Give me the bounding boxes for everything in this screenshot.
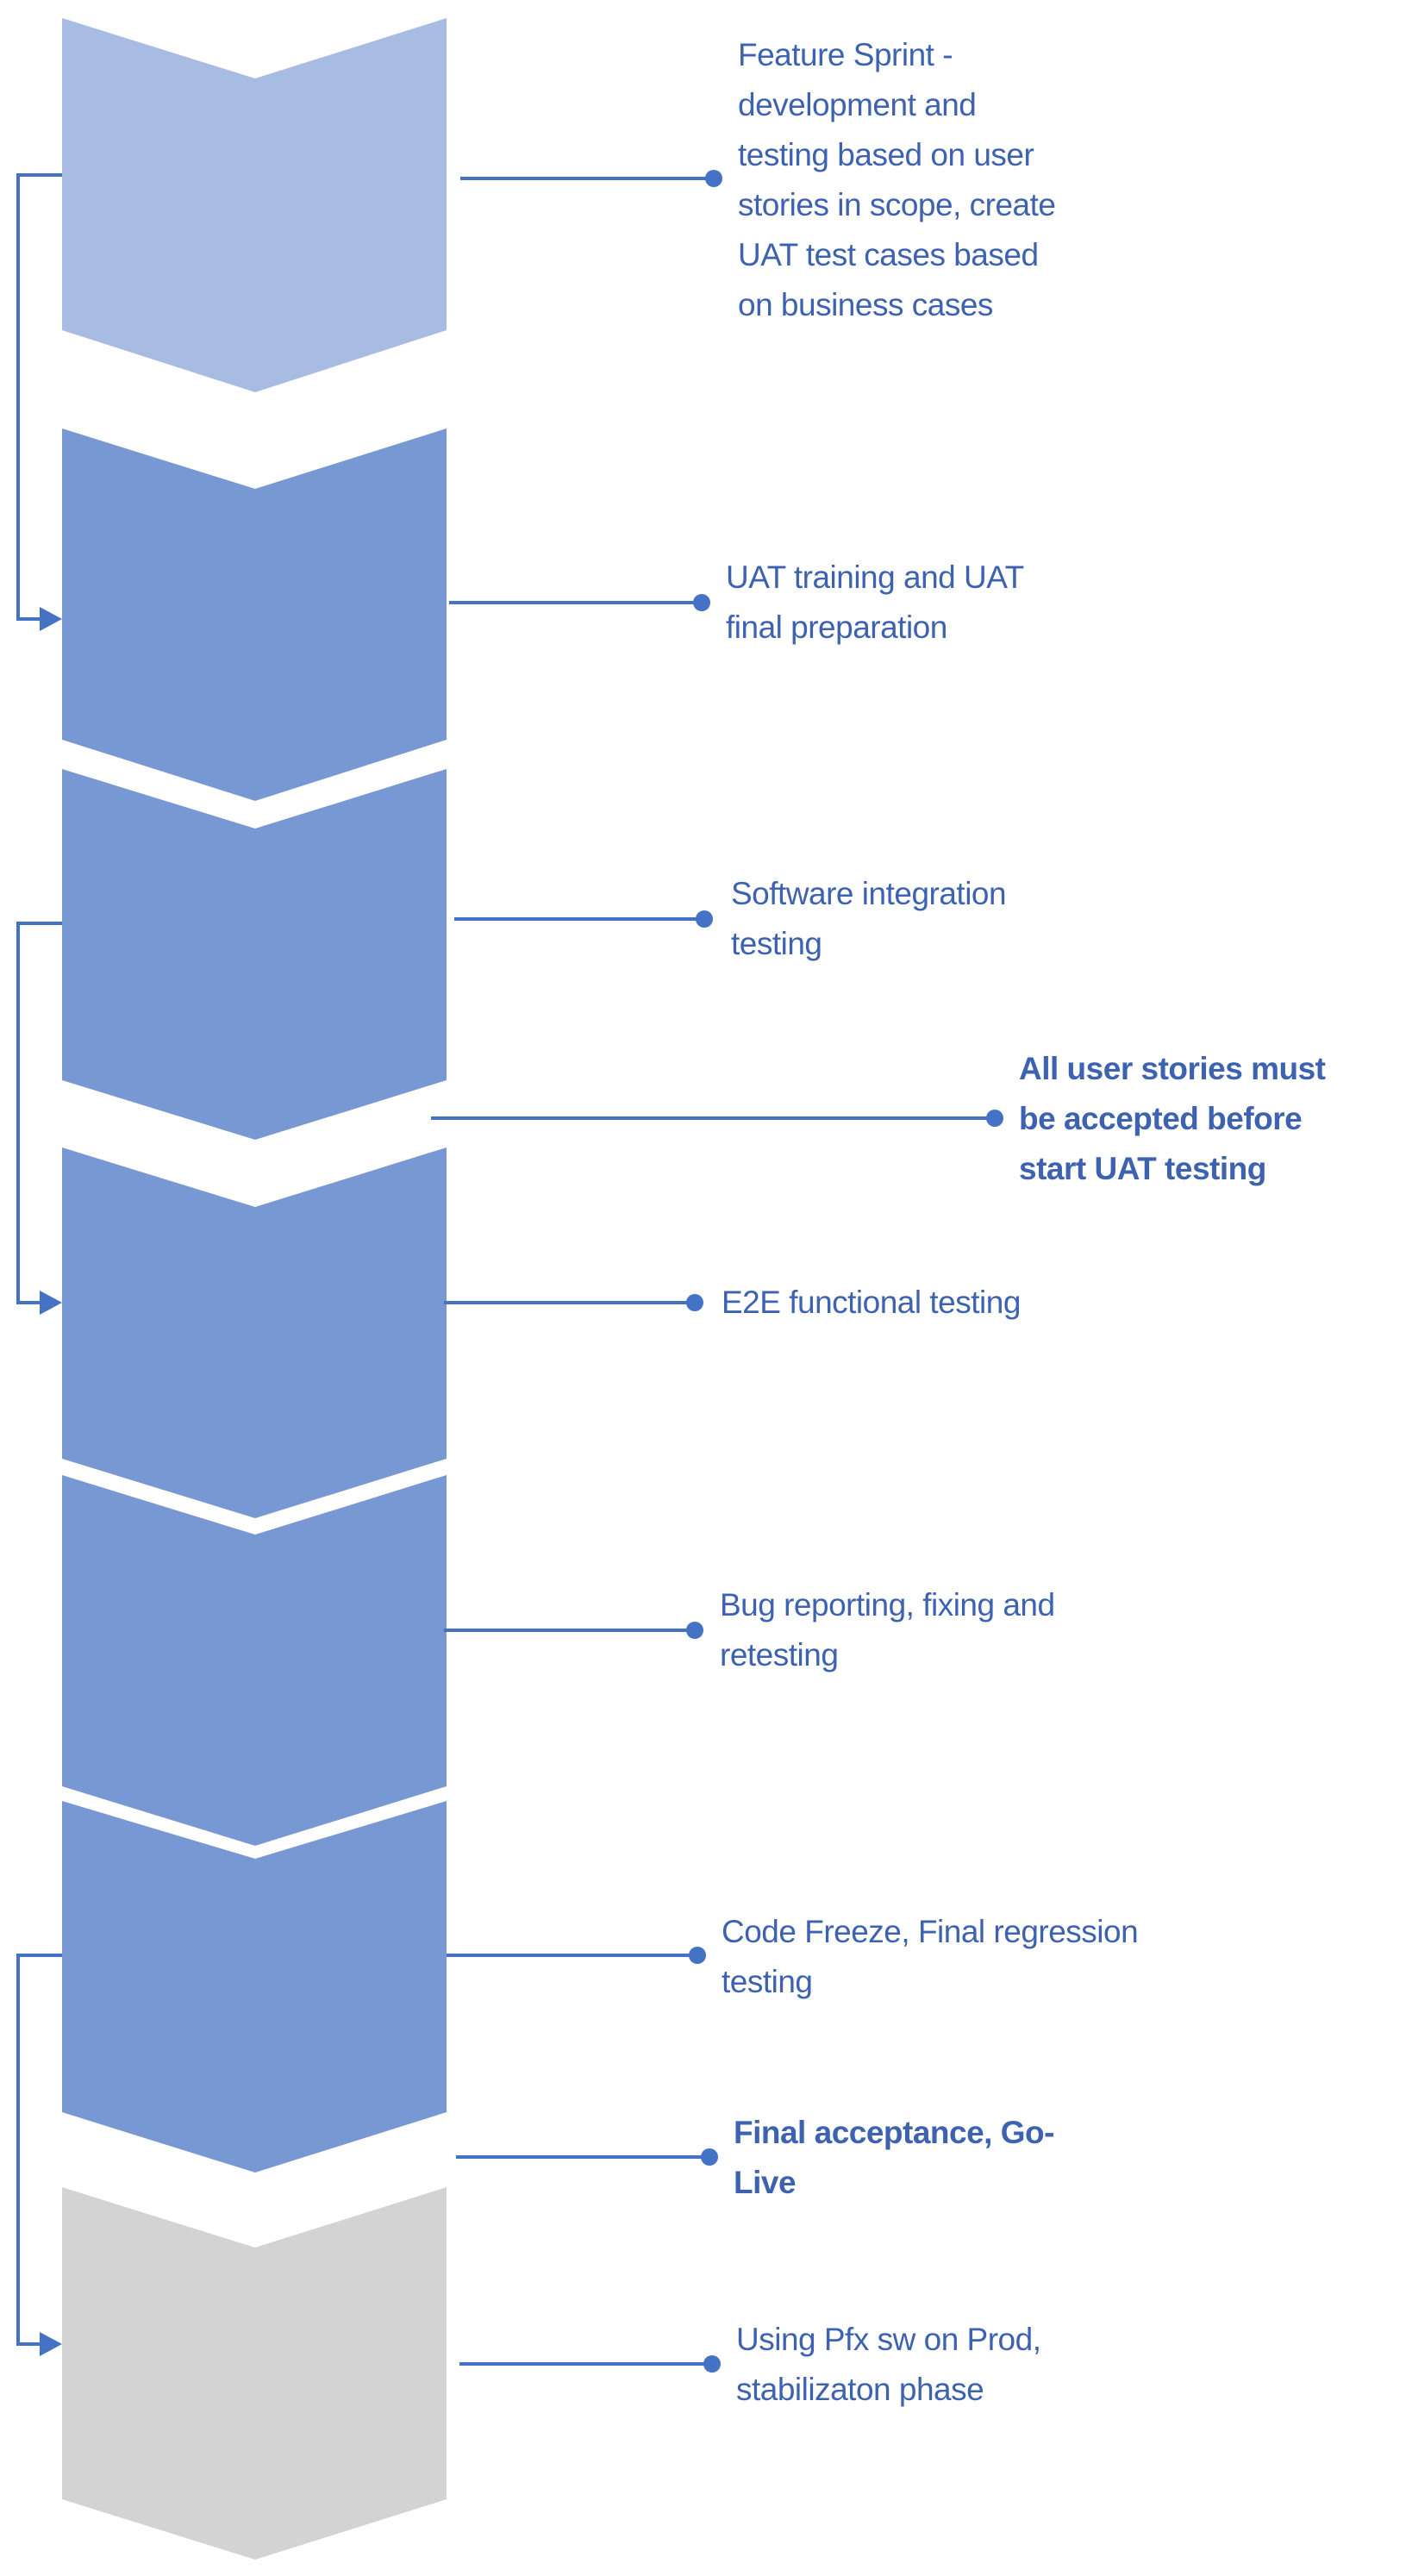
label-line: retesting	[720, 1637, 839, 1673]
phase-label: Code Freeze, Final regression testing	[722, 1907, 1139, 2007]
connector-dot	[689, 1947, 706, 1964]
label-line: Feature Sprint -	[738, 37, 953, 72]
phase-label: Software integration testing	[731, 869, 1007, 969]
arrowhead-icon	[40, 607, 62, 631]
label-line: testing based on user	[738, 137, 1034, 172]
connector-dot	[693, 594, 710, 611]
arrowhead-icon	[40, 2332, 62, 2356]
phase-label: Final acceptance, Go- Live	[734, 2108, 1054, 2208]
label-line: testing	[722, 1964, 813, 1999]
label-line: UAT training and UAT	[726, 560, 1024, 595]
label-line: Using Pfx sw on Prod,	[736, 2322, 1041, 2357]
phase-label: Using Pfx sw on Prod, stabilizaton phase	[736, 2315, 1041, 2415]
connector-dot	[703, 2355, 721, 2373]
phase-chevron-6	[62, 1801, 447, 2173]
label-line: Code Freeze, Final regression	[722, 1914, 1139, 1949]
label-line: final preparation	[726, 610, 947, 645]
label-line: start UAT testing	[1019, 1151, 1266, 1186]
connector-dot	[705, 170, 722, 187]
label-line: Final acceptance, Go-	[734, 2115, 1054, 2150]
phase-chevron-1	[62, 18, 447, 392]
label-line: development and	[738, 87, 977, 122]
label-line: UAT test cases based	[738, 237, 1039, 272]
arrowhead-icon	[40, 1291, 62, 1315]
label-line: Software integration	[731, 876, 1007, 911]
phase-chevron-5	[62, 1475, 447, 1846]
label-line: on business cases	[738, 287, 993, 322]
phase-label: All user stories must be accepted before s…	[1019, 1044, 1326, 1194]
label-line: stabilizaton phase	[736, 2372, 984, 2407]
connector-dot	[686, 1622, 703, 1639]
phase-chevron-2	[62, 428, 447, 801]
loop-arrow-line	[16, 173, 62, 621]
phase-label: E2E functional testing	[722, 1278, 1021, 1328]
phase-label: UAT training and UAT final preparation	[726, 553, 1024, 653]
label-line: All user stories must	[1019, 1051, 1326, 1086]
label-line: stories in scope, create	[738, 187, 1056, 222]
phase-label: Bug reporting, fixing and retesting	[720, 1580, 1055, 1680]
label-line: be accepted before	[1019, 1101, 1303, 1136]
connector-dot	[696, 910, 713, 928]
loop-arrow-line	[16, 922, 62, 1304]
phase-chevron-4	[62, 1147, 447, 1518]
label-line: Bug reporting, fixing and	[720, 1587, 1055, 1623]
loop-arrow-line	[16, 1954, 62, 2346]
connector-dot	[986, 1110, 1003, 1127]
label-line: E2E functional testing	[722, 1285, 1021, 1320]
connector-dot	[686, 1294, 703, 1311]
label-line: Live	[734, 2165, 797, 2200]
phase-chevron-3	[62, 769, 447, 1140]
phase-label: Feature Sprint - development and testing b…	[738, 30, 1056, 330]
label-line: testing	[731, 926, 822, 961]
connector-dot	[701, 2148, 718, 2166]
phase-chevron-7	[62, 2187, 447, 2560]
